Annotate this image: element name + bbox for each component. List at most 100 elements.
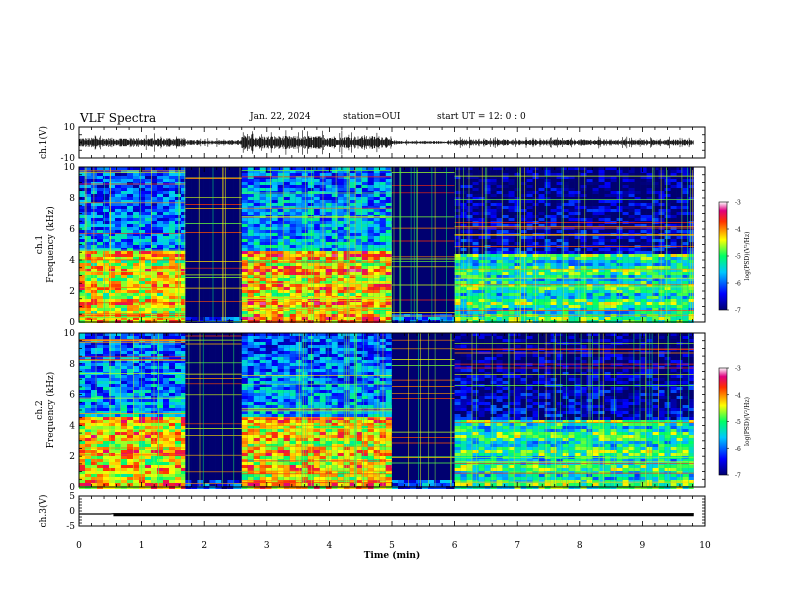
spectrogram-cell — [343, 224, 350, 227]
spectrogram-cell — [538, 272, 545, 275]
spectrogram-cell — [145, 272, 151, 275]
spectrogram-cell — [103, 257, 109, 260]
spectrogram-cell — [325, 278, 332, 281]
spectrogram-cell — [562, 242, 569, 245]
spectrogram-cell — [392, 305, 398, 308]
spectrogram-cell — [610, 191, 617, 194]
spectrogram-cell — [289, 260, 296, 263]
spectrogram-cell — [271, 248, 278, 251]
spectrogram-cell — [301, 311, 308, 314]
spectrogram-cell — [337, 245, 344, 248]
spectrogram-cell — [313, 212, 320, 215]
spectrogram-cell — [410, 170, 416, 173]
spectrogram-cell — [472, 173, 479, 176]
spectrogram-cell — [175, 194, 181, 197]
spectrogram-cell — [622, 188, 629, 191]
spectrogram-cell — [454, 170, 461, 173]
spectrogram-cell — [520, 203, 527, 206]
spectrogram-cell — [103, 167, 109, 170]
spectrogram-cell — [574, 179, 581, 182]
spectrogram-cell — [550, 188, 557, 191]
spectrogram-cell — [373, 179, 380, 182]
spectrogram-cell — [379, 245, 386, 248]
spectrogram-cell — [103, 236, 109, 239]
spectrogram-cell — [203, 233, 210, 236]
spectrogram-cell — [133, 260, 139, 263]
spectrogram-cell — [508, 188, 515, 191]
spectrogram-cell — [508, 239, 515, 242]
spectrogram-cell — [103, 302, 109, 305]
spectrogram-cell — [277, 176, 284, 179]
spectrogram-cell — [574, 209, 581, 212]
spectrogram-cell — [452, 212, 455, 215]
spectrogram-cell — [139, 197, 145, 200]
spectrogram-cell — [289, 212, 296, 215]
spectrogram-cell — [109, 311, 115, 314]
spectrogram-cell — [175, 299, 181, 302]
spectrogram-cell — [233, 227, 240, 230]
spectrogram-cell — [197, 242, 204, 245]
spectrogram-cell — [676, 209, 683, 212]
spectrogram-cell — [127, 281, 133, 284]
spectrogram-cell — [361, 263, 368, 266]
spectrogram-cell — [197, 287, 204, 290]
spectrogram-cell — [203, 248, 210, 251]
spectrogram-cell — [416, 218, 422, 221]
spectrogram-cell — [325, 272, 332, 275]
spectrogram-cell — [85, 218, 91, 221]
spectrogram-cell — [478, 188, 485, 191]
spectrogram-cell — [227, 167, 234, 170]
spectrogram-cell — [103, 305, 109, 308]
spectrogram-cell — [271, 170, 278, 173]
spectrogram-cell — [265, 167, 272, 170]
spectrogram-cell — [508, 260, 515, 263]
spectrogram-cell — [550, 194, 557, 197]
spectrogram-cell — [622, 227, 629, 230]
spectrogram-cell — [145, 188, 151, 191]
spectrogram-cell — [79, 200, 85, 203]
spectrogram-cell — [337, 173, 344, 176]
spectrogram-cell — [85, 296, 91, 299]
spectrogram-cell — [634, 191, 641, 194]
spectrogram-cell — [484, 215, 491, 218]
spectrogram-cell — [676, 191, 683, 194]
spectrogram-cell — [151, 221, 157, 224]
spectrogram-cell — [289, 287, 296, 290]
spectrogram-cell — [520, 173, 527, 176]
spectrogram-cell — [215, 167, 222, 170]
spectrogram-cell — [434, 290, 440, 293]
spectrogram-cell — [227, 224, 234, 227]
spectrogram-cell — [472, 263, 479, 266]
spectrogram-cell — [181, 251, 186, 254]
spectrogram-cell — [538, 263, 545, 266]
spectrogram-cell — [640, 179, 647, 182]
spectrogram-cell — [157, 293, 163, 296]
spectrogram-cell — [215, 296, 222, 299]
spectrogram-cell — [203, 215, 210, 218]
spectrogram-cell — [385, 284, 392, 287]
spectrogram-cell — [151, 212, 157, 215]
spectrogram-cell — [271, 173, 278, 176]
spectrogram-cell — [568, 224, 575, 227]
spectrogram-cell — [367, 263, 374, 266]
spectrogram-cell — [349, 278, 356, 281]
spectrogram-cell — [227, 275, 234, 278]
spectrogram-cell — [191, 245, 198, 248]
spectrogram-cell — [670, 203, 677, 206]
spectrogram-cell — [604, 266, 611, 269]
spectrogram-cell — [562, 257, 569, 260]
spectrogram-cell — [185, 281, 192, 284]
spectrogram-cell — [452, 167, 455, 170]
spectrogram-cell — [139, 245, 145, 248]
spectrogram-cell — [133, 179, 139, 182]
spectrogram-cell — [283, 167, 290, 170]
spectrogram-cell — [325, 209, 332, 212]
spectrogram-cell — [239, 254, 242, 257]
spectrogram-cell — [440, 179, 446, 182]
spectrogram-cell — [355, 263, 362, 266]
spectrogram-cell — [277, 266, 284, 269]
spectrogram-cell — [416, 278, 422, 281]
spectrogram-cell — [127, 284, 133, 287]
spectrogram-cell — [185, 224, 192, 227]
spectrogram-cell — [215, 191, 222, 194]
